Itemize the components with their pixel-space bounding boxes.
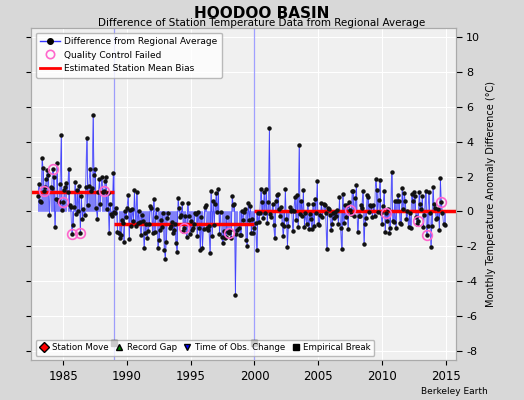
Y-axis label: Monthly Temperature Anomaly Difference (°C): Monthly Temperature Anomaly Difference (… [486,81,496,307]
Text: HOODOO BASIN: HOODOO BASIN [194,6,330,21]
Text: Difference of Station Temperature Data from Regional Average: Difference of Station Temperature Data f… [99,18,425,28]
Legend: Station Move, Record Gap, Time of Obs. Change, Empirical Break: Station Move, Record Gap, Time of Obs. C… [36,340,375,356]
Text: Berkeley Earth: Berkeley Earth [421,387,487,396]
